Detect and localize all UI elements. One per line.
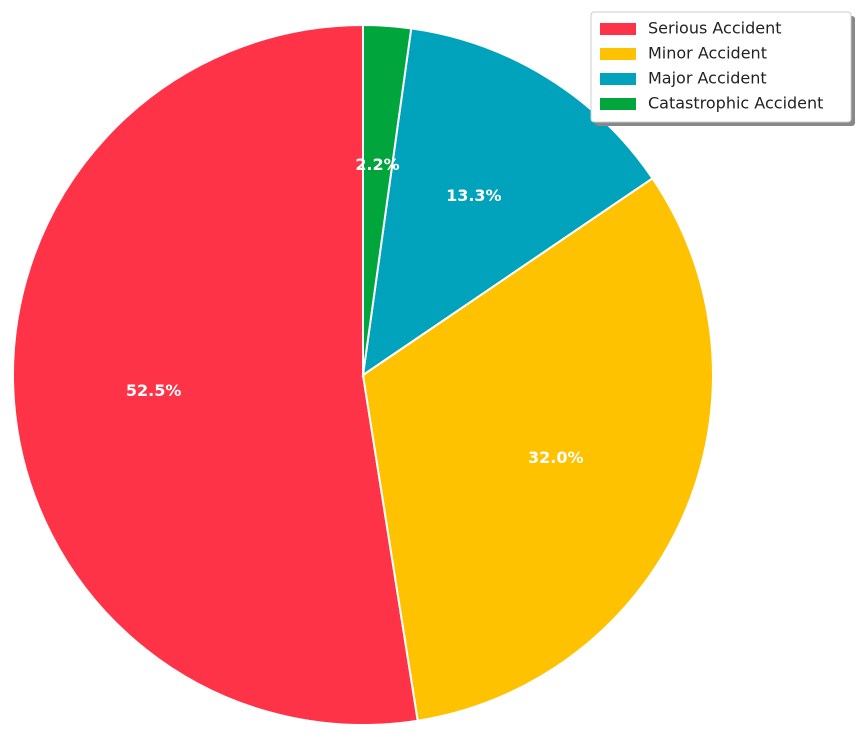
- wedge: [361, 27, 654, 378]
- legend-swatch: [600, 48, 636, 60]
- legend-swatch: [600, 73, 636, 85]
- wedge: [361, 176, 714, 722]
- value-label: 2.2%: [355, 155, 399, 174]
- value-label: 52.5%: [126, 381, 182, 400]
- legend-label: Catastrophic Accident: [648, 94, 823, 113]
- legend: Serious Accident Minor Accident Major Acci…: [590, 11, 855, 126]
- wedge: [12, 23, 419, 726]
- legend-label: Serious Accident: [648, 19, 782, 38]
- legend-swatch: [600, 98, 636, 110]
- value-label: 13.3%: [446, 186, 502, 205]
- pie: 52.5% 32.0% 13.3% 2.2%: [12, 23, 714, 726]
- wedge: [362, 23, 413, 376]
- legend-box: [590, 11, 852, 123]
- legend-label: Minor Accident: [648, 44, 767, 63]
- legend-label: Major Accident: [648, 69, 767, 88]
- legend-swatch: [600, 23, 636, 35]
- value-label: 32.0%: [528, 448, 584, 467]
